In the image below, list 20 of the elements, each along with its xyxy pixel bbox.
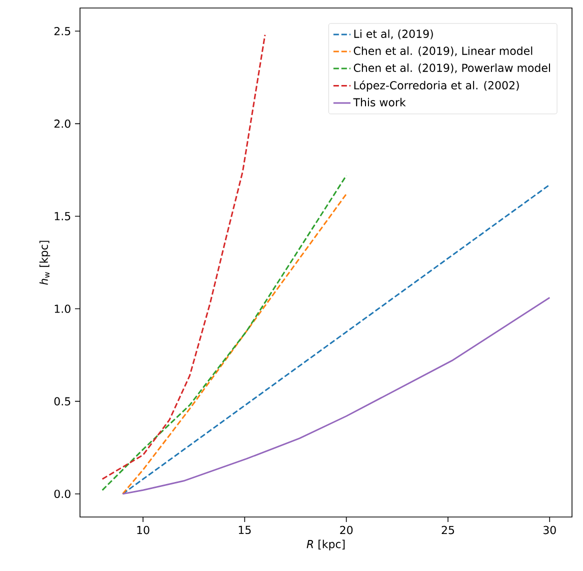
legend-label: Chen et al. (2019), Powerlaw model xyxy=(354,63,550,74)
x-tick-label: 10 xyxy=(137,526,150,534)
line-series xyxy=(122,296,550,495)
line-series xyxy=(102,34,266,480)
legend-label: López-Corredoria et al. (2002) xyxy=(354,80,519,92)
x-tick-label: 20 xyxy=(340,526,353,534)
y-axis-title: h$_{w}$ [kpc] xyxy=(39,240,50,285)
x-tick-label: 25 xyxy=(442,526,454,534)
y-tick-label: 0.5 xyxy=(54,397,70,406)
y-tick-label: 0.0 xyxy=(54,490,70,498)
legend-label: This work xyxy=(353,98,406,106)
x-tick-label: 30 xyxy=(543,526,556,534)
x-axis-title: R [kpc] xyxy=(306,540,345,550)
y-tick-label: 2.5 xyxy=(54,26,70,36)
y-tick-label: 1.0 xyxy=(54,304,70,313)
y-tick-label: 1.5 xyxy=(54,212,70,220)
legend-label: Li et al, (2019) xyxy=(354,29,433,40)
y-tick-label: 2.0 xyxy=(54,120,70,128)
x-tick-label: 15 xyxy=(238,526,251,534)
legend-label: Chen et al. (2019), Linear model xyxy=(354,46,532,56)
